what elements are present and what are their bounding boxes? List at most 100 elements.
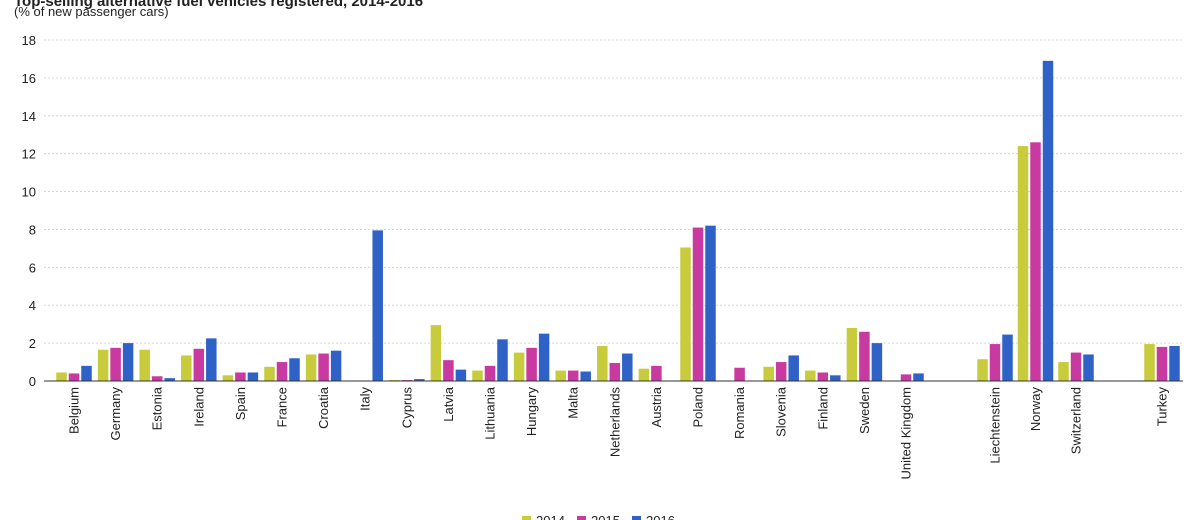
bar <box>264 366 275 381</box>
legend-label: 2016 <box>646 513 675 520</box>
legend-swatch <box>632 516 641 520</box>
bar <box>913 373 924 381</box>
y-tick-label: 2 <box>29 336 36 351</box>
bar <box>330 350 342 381</box>
y-tick-label: 12 <box>22 147 36 162</box>
bar <box>81 365 92 381</box>
bar <box>222 375 234 381</box>
x-tick-label: Ireland <box>191 387 206 427</box>
x-tick-label: Malta <box>566 386 581 419</box>
bar <box>181 355 192 381</box>
bar <box>414 379 425 381</box>
bar <box>139 349 150 381</box>
bar <box>97 349 109 381</box>
bar <box>193 348 205 381</box>
x-tick-label: United Kingdom <box>899 387 914 480</box>
x-tick-label: Hungary <box>524 387 539 437</box>
bar <box>56 372 67 381</box>
bar <box>276 362 288 381</box>
x-tick-label: Norway <box>1028 387 1043 432</box>
x-tick-label: Lithuania <box>483 386 498 440</box>
x-tick-label: Netherlands <box>607 387 622 458</box>
x-tick-label: Liechtenstein <box>988 387 1003 464</box>
bar <box>622 353 633 381</box>
bar <box>763 366 774 381</box>
gridlines <box>44 39 1183 344</box>
x-tick-label: Romania <box>732 386 747 439</box>
bar <box>580 371 591 381</box>
bar <box>775 362 787 381</box>
bar <box>235 372 246 381</box>
bar <box>1083 354 1094 381</box>
bar <box>817 372 829 381</box>
bar <box>305 354 317 381</box>
bar <box>977 359 988 381</box>
bar <box>555 370 566 381</box>
y-tick-label: 10 <box>22 185 36 200</box>
bar <box>1042 60 1054 381</box>
bar <box>692 227 704 381</box>
bar <box>443 360 454 381</box>
bar <box>151 376 163 381</box>
bar <box>497 339 508 381</box>
bar <box>1156 346 1168 381</box>
x-tick-label: Belgium <box>67 387 82 434</box>
legend: 2014 2015 2016 <box>522 513 675 520</box>
bar <box>567 370 579 381</box>
bar <box>1030 142 1041 381</box>
bar <box>164 378 175 381</box>
x-tick-label: Cyprus <box>399 387 414 429</box>
bar <box>538 333 550 381</box>
bar <box>68 373 80 381</box>
bar <box>609 363 621 381</box>
x-tick-label: Latvia <box>441 386 456 421</box>
legend-label: 2014 <box>536 513 565 520</box>
legend-label: 2015 <box>591 513 620 520</box>
bar <box>318 353 329 381</box>
x-tick-label: Finland <box>815 387 830 430</box>
bar <box>472 370 483 381</box>
y-tick-label: 8 <box>29 222 36 237</box>
x-tick-label: Estonia <box>150 386 165 430</box>
bar <box>206 338 217 381</box>
bar <box>455 369 467 381</box>
bar <box>247 372 259 381</box>
bar <box>1002 334 1013 381</box>
bar <box>1169 345 1180 381</box>
y-tick-label: 6 <box>29 260 36 275</box>
bar <box>859 331 870 381</box>
x-tick-label: Austria <box>649 386 664 427</box>
bar <box>597 345 608 381</box>
chart-subtitle: (% of new passenger cars) <box>14 4 169 19</box>
bar <box>638 368 650 381</box>
x-tick-label: Italy <box>358 387 373 411</box>
bar <box>680 247 691 381</box>
bar <box>430 325 442 381</box>
x-tick-label: Switzerland <box>1069 387 1084 454</box>
y-axis-ticks: 0 2 4 6 8 10 12 14 16 18 <box>22 33 36 389</box>
x-tick-label: Sweden <box>857 387 872 434</box>
x-axis-labels: Belgium Germany Estonia Ireland Spain France C… <box>67 386 1170 479</box>
y-tick-label: 14 <box>22 109 36 124</box>
bar <box>513 352 525 381</box>
x-tick-label: Croatia <box>316 386 331 429</box>
bars <box>56 60 1180 381</box>
chart-title: Top-selling alternative fuel vehicles re… <box>14 0 424 10</box>
bar <box>1144 344 1155 381</box>
bar <box>830 375 841 381</box>
x-tick-label: Spain <box>233 387 248 420</box>
legend-swatch <box>577 516 586 520</box>
bar <box>846 327 858 381</box>
bar <box>805 370 816 381</box>
x-tick-label: Germany <box>108 387 123 441</box>
legend-swatch <box>522 516 531 520</box>
bar <box>1017 146 1029 381</box>
bar <box>705 225 716 381</box>
y-tick-label: 16 <box>22 71 36 86</box>
bar <box>1070 352 1082 381</box>
x-tick-label: Poland <box>691 387 706 427</box>
x-tick-label: Slovenia <box>774 386 789 437</box>
bar <box>372 230 383 381</box>
bar <box>788 355 799 381</box>
